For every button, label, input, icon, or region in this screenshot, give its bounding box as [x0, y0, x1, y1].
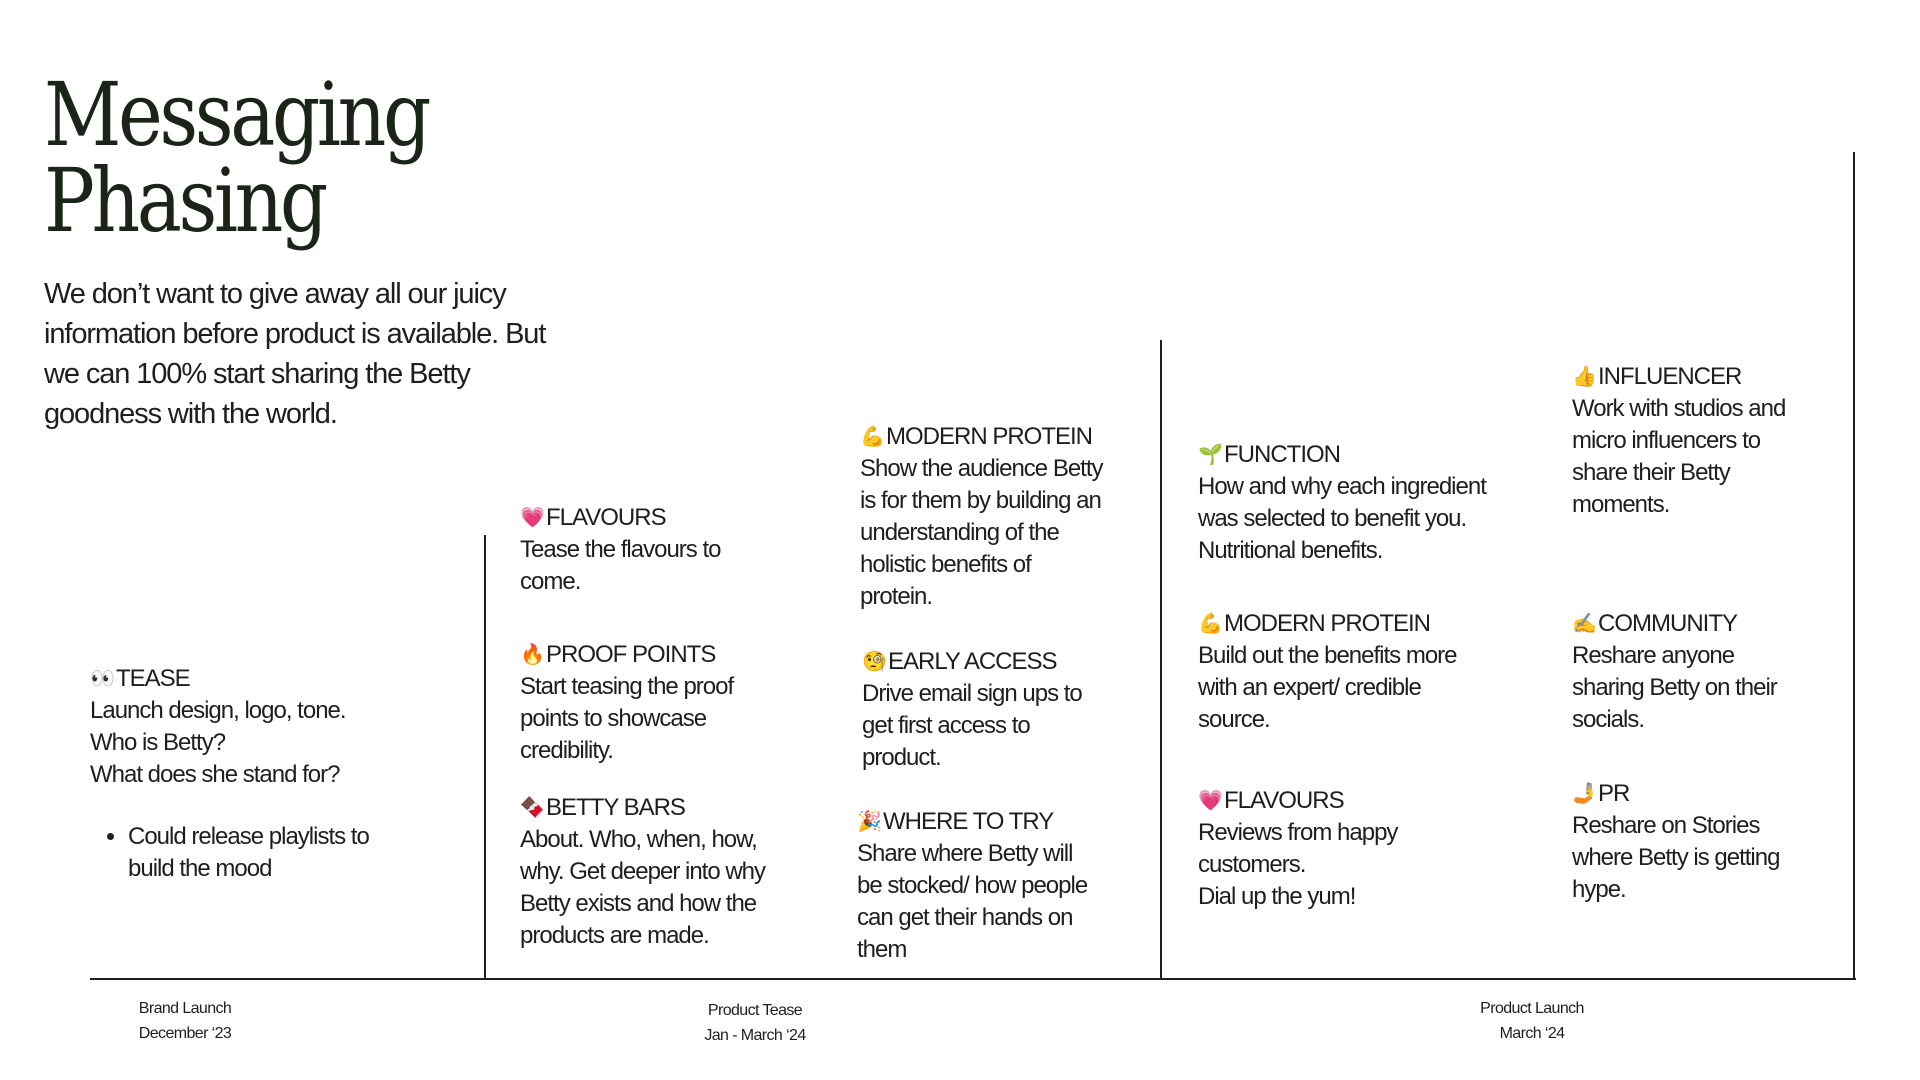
message-block-flavours: 💗FLAVOURS Tease the flavours to come.: [520, 502, 820, 598]
message-heading-label: MODERN PROTEIN: [886, 423, 1093, 450]
message-heading-label: EARLY ACCESS: [888, 648, 1058, 675]
timeline-step-divider-2: [1160, 340, 1162, 980]
message-body: Share where Betty will be stocked/ how p…: [857, 840, 1088, 963]
page-title-line-1: Messaging: [44, 63, 431, 166]
message-heading: 🍫BETTY BARS: [520, 792, 820, 824]
message-body: Reshare anyone sharing Betty on their so…: [1572, 642, 1778, 733]
flexed-biceps-icon: 💪: [860, 426, 885, 448]
flexed-biceps-icon: 💪: [1198, 613, 1223, 635]
message-body: Work with studios and micro influencers …: [1572, 395, 1786, 518]
timeline-step-divider-3: [1853, 152, 1855, 980]
message-block-community: ✍️COMMUNITY Reshare anyone sharing Betty…: [1572, 608, 1852, 736]
timeline-step-divider-1: [484, 535, 486, 980]
message-heading: 🔥PROOF POINTS: [520, 639, 820, 671]
message-heading: 🎉WHERE TO TRY: [857, 806, 1157, 838]
monocle-face-icon: 🧐: [862, 651, 887, 673]
message-block-betty-bars: 🍫BETTY BARS About. Who, when, how, why. …: [520, 792, 820, 952]
message-heading: 👍INFLUENCER: [1572, 361, 1852, 393]
chocolate-bar-icon: 🍫: [520, 797, 545, 819]
message-body: About. Who, when, how, why. Get deeper i…: [520, 826, 766, 949]
message-body: Reshare on Stories where Betty is gettin…: [1572, 812, 1780, 903]
message-heading: 💗FLAVOURS: [520, 502, 820, 534]
message-body: Reviews from happy customers. Dial up th…: [1198, 819, 1398, 910]
message-heading-label: PROOF POINTS: [546, 641, 716, 668]
message-block-proof-points: 🔥PROOF POINTS Start teasing the proof po…: [520, 639, 820, 767]
pink-heart-icon: 💗: [1198, 790, 1223, 812]
fire-icon: 🔥: [520, 644, 545, 666]
message-body: Drive email sign ups to get first access…: [862, 680, 1083, 771]
list-item: Could release playlists to build the moo…: [128, 821, 378, 885]
phase-label-brand-launch: Brand Launch December ‘23: [120, 996, 250, 1046]
message-body: Build out the benefits more with an expe…: [1198, 642, 1458, 733]
message-body: Start teasing the proof points to showca…: [520, 673, 734, 764]
intro-paragraph: We don’t want to give away all our juicy…: [44, 278, 546, 430]
phase-date: Jan - March ‘24: [704, 1027, 806, 1044]
message-heading-label: BETTY BARS: [546, 794, 686, 821]
message-block-pr: 🤳PR Reshare on Stories where Betty is ge…: [1572, 778, 1852, 906]
phase-date: March ‘24: [1499, 1025, 1565, 1042]
message-block-modern-protein-launch: 💪MODERN PROTEIN Build out the benefits m…: [1198, 608, 1538, 736]
phase-date: December ‘23: [138, 1025, 232, 1042]
message-body: Tease the flavours to come.: [520, 536, 721, 595]
message-heading: 👀TEASE: [90, 663, 420, 695]
phase-label-product-launch: Product Launch March ‘24: [1462, 996, 1602, 1046]
message-heading-label: COMMUNITY: [1598, 610, 1738, 637]
phase-label-product-tease: Product Tease Jan - March ‘24: [690, 998, 820, 1048]
message-heading-label: FUNCTION: [1224, 441, 1341, 468]
pink-heart-icon: 💗: [520, 507, 545, 529]
message-heading: 💗FLAVOURS: [1198, 785, 1538, 817]
selfie-icon: 🤳: [1572, 783, 1597, 805]
message-block-early-access: 🧐EARLY ACCESS Drive email sign ups to ge…: [862, 646, 1162, 774]
message-heading: 🤳PR: [1572, 778, 1852, 810]
phase-name: Brand Launch: [138, 1000, 232, 1017]
message-body: Launch design, logo, tone. Who is Betty?…: [90, 697, 347, 788]
seedling-icon: 🌱: [1198, 444, 1223, 466]
writing-hand-icon: ✍️: [1572, 613, 1597, 635]
message-block-where-to-try: 🎉WHERE TO TRY Share where Betty will be …: [857, 806, 1157, 966]
message-block-flavours-launch: 💗FLAVOURS Reviews from happy customers. …: [1198, 785, 1538, 913]
message-block-function: 🌱FUNCTION How and why each ingredient wa…: [1198, 439, 1538, 567]
bullet-list: Could release playlists to build the moo…: [90, 821, 420, 885]
eyes-icon: 👀: [90, 668, 115, 690]
message-heading: 🧐EARLY ACCESS: [862, 646, 1162, 678]
message-heading-label: FLAVOURS: [546, 504, 667, 531]
message-heading-label: WHERE TO TRY: [883, 808, 1054, 835]
page-title-line-2: Phasing: [44, 149, 328, 252]
party-popper-icon: 🎉: [857, 811, 882, 833]
message-block-tease: 👀TEASE Launch design, logo, tone. Who is…: [90, 663, 420, 885]
message-body: How and why each ingredient was selected…: [1198, 473, 1487, 564]
message-block-modern-protein: 💪MODERN PROTEIN Show the audience Betty …: [860, 421, 1160, 613]
message-heading-label: MODERN PROTEIN: [1224, 610, 1431, 637]
message-block-influencer: 👍INFLUENCER Work with studios and micro …: [1572, 361, 1852, 521]
message-heading-label: FLAVOURS: [1224, 787, 1345, 814]
message-heading-label: TEASE: [116, 665, 191, 692]
message-body: Show the audience Betty is for them by b…: [860, 455, 1104, 610]
message-heading-label: PR: [1598, 780, 1630, 807]
phase-name: Product Tease: [707, 1002, 803, 1019]
message-heading: 💪MODERN PROTEIN: [860, 421, 1160, 453]
message-heading: 💪MODERN PROTEIN: [1198, 608, 1538, 640]
message-heading: ✍️COMMUNITY: [1572, 608, 1852, 640]
message-heading-label: INFLUENCER: [1598, 363, 1742, 390]
thumbs-up-icon: 👍: [1572, 366, 1597, 388]
phase-name: Product Launch: [1480, 1000, 1584, 1017]
timeline-baseline: [90, 978, 1856, 980]
page-title: Messaging Phasing: [44, 63, 431, 252]
message-heading: 🌱FUNCTION: [1198, 439, 1538, 471]
